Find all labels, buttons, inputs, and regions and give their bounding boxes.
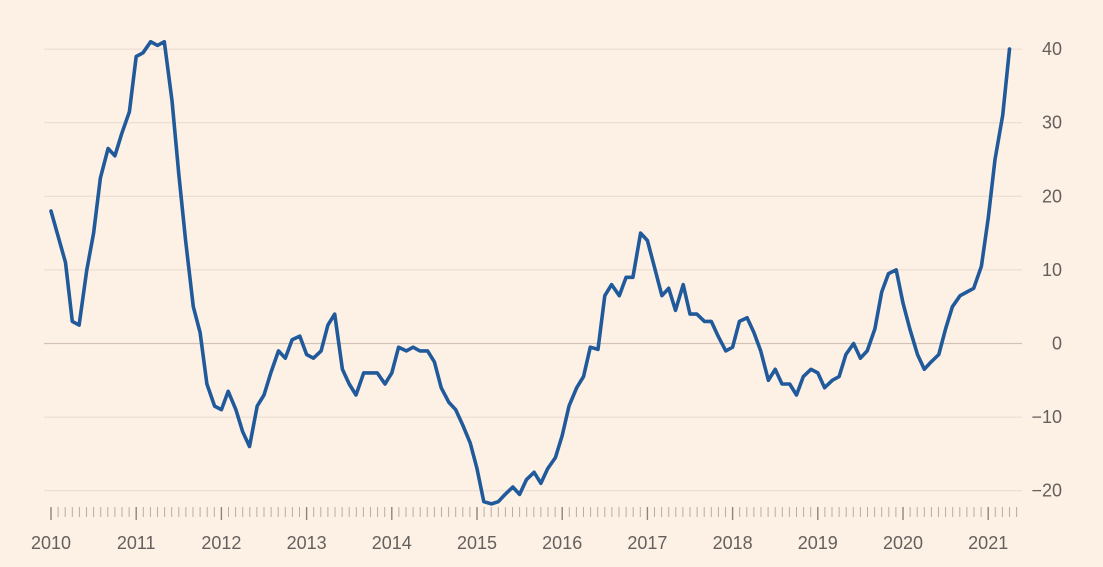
x-tick-label: 2020	[883, 533, 923, 553]
y-axis: 40 30 20 10 0 −10 −20	[1031, 39, 1062, 501]
x-tick-label: 2012	[201, 533, 241, 553]
x-tick-label: 2015	[457, 533, 497, 553]
x-tick-label: 2011	[117, 533, 156, 553]
gridlines	[44, 48, 1022, 492]
y-tick-label: −10	[1031, 407, 1062, 427]
y-tick-label: 30	[1042, 113, 1062, 133]
x-tick-label: 2021	[968, 533, 1008, 553]
series-line	[49, 39, 1012, 506]
x-tick-label: 2016	[542, 533, 582, 553]
x-tick-label: 2013	[287, 533, 327, 553]
x-axis: 2010 2011 2012 2013 2014 2015 2016 2017 2018 2019…	[31, 507, 1018, 553]
y-tick-label: 40	[1042, 39, 1062, 59]
series-layer	[49, 39, 1012, 506]
y-tick-label: 0	[1052, 334, 1062, 354]
y-tick-label: −20	[1031, 481, 1062, 501]
x-tick-label: 2010	[31, 533, 71, 553]
x-tick-label: 2017	[627, 533, 667, 553]
x-tick-label: 2019	[798, 533, 838, 553]
x-tick-label: 2018	[713, 533, 753, 553]
y-tick-label: 20	[1042, 186, 1062, 206]
y-tick-label: 10	[1042, 260, 1062, 280]
x-tick-label: 2014	[372, 533, 412, 553]
